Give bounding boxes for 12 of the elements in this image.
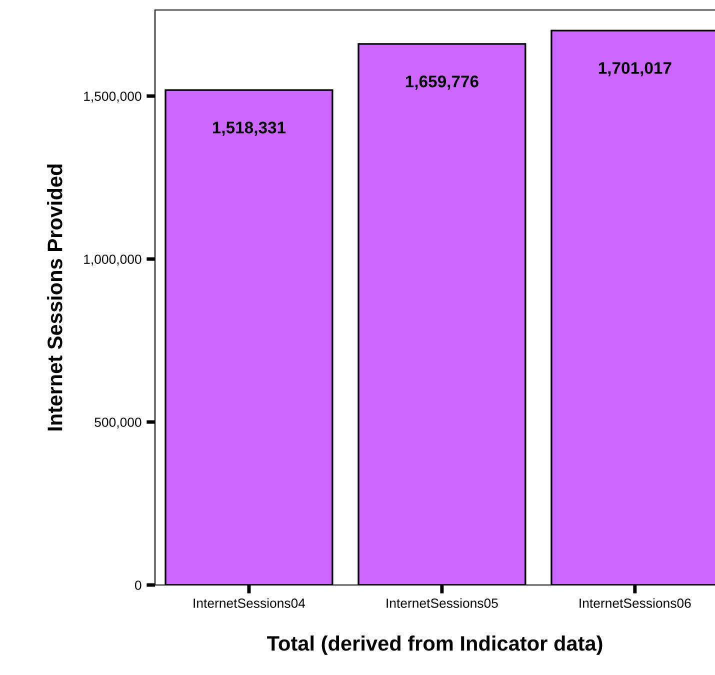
y-tick-label: 1,000,000 xyxy=(84,254,142,266)
y-tick-label: 0 xyxy=(134,580,142,590)
data-label: 1,518,331 xyxy=(212,122,286,136)
x-axis-title: Total (derived from Indicator data) xyxy=(267,635,602,655)
data-label: 1,659,776 xyxy=(406,76,478,90)
x-tick-label: InternetSessions05 xyxy=(386,598,498,608)
y-tick-label: 500,000 xyxy=(94,418,142,428)
data-label: 1,701,017 xyxy=(598,62,672,76)
y-tick-label: 1,500,000 xyxy=(84,92,142,103)
x-tick-label: InternetSessions04 xyxy=(194,598,306,608)
y-axis-title: Internet Sessions Provided xyxy=(47,164,62,430)
x-tick-label: InternetSessions06 xyxy=(580,598,691,608)
